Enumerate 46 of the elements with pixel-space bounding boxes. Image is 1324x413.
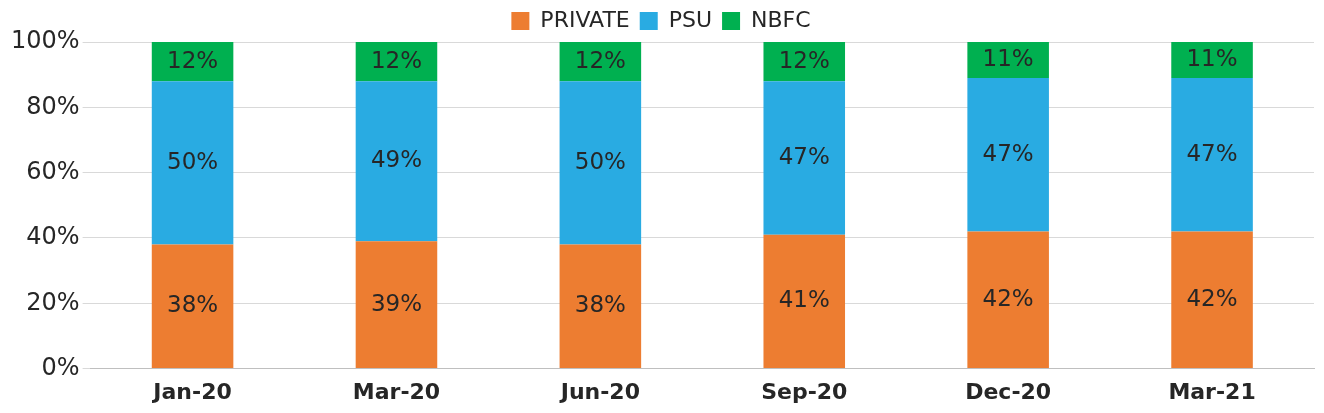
bar	[151, 244, 234, 369]
data-label: 49%	[370, 146, 423, 173]
x-tick-label: Mar-21	[1168, 378, 1256, 404]
data-label: 39%	[370, 289, 423, 316]
data-label: 11%	[1186, 44, 1238, 71]
data-label: 41%	[778, 286, 830, 313]
bar	[1171, 231, 1253, 369]
y-tick-label: 40%	[26, 222, 80, 251]
y-tick-label: 100%	[10, 26, 80, 55]
bar	[151, 81, 234, 245]
data-label: 47%	[778, 142, 830, 169]
y-tick-label: 80%	[26, 91, 80, 120]
bar	[559, 244, 642, 369]
bar	[967, 231, 1049, 369]
data-label: 42%	[1186, 284, 1238, 311]
data-label: 47%	[1186, 139, 1238, 166]
bar	[1171, 77, 1253, 232]
x-tick-label: Mar-20	[352, 378, 441, 404]
data-label: 38%	[167, 291, 219, 318]
bar	[355, 81, 438, 242]
x-tick-label: Sep-20	[761, 378, 848, 404]
bar	[763, 81, 846, 235]
y-tick-label: 20%	[26, 287, 80, 316]
bar	[967, 77, 1049, 232]
y-tick-label: 60%	[26, 156, 80, 185]
legend-label: NBFC	[751, 6, 811, 32]
y-tick-label: 0%	[41, 352, 80, 381]
data-label: 42%	[982, 284, 1034, 311]
data-label: 50%	[574, 147, 626, 174]
x-tick-label: Dec-20	[965, 378, 1052, 404]
bar	[763, 234, 846, 369]
bar	[355, 241, 438, 369]
data-label: 38%	[574, 291, 626, 318]
data-label: 12%	[167, 46, 219, 73]
data-label: 50%	[167, 147, 219, 174]
legend-label: PSU	[668, 6, 713, 32]
data-label: 12%	[574, 46, 626, 73]
data-label: 47%	[982, 139, 1034, 166]
legend-label: PRIVATE	[540, 6, 630, 32]
bar	[1171, 42, 1253, 78]
x-tick-label: Jun-20	[558, 378, 640, 404]
x-tick-label: Jan-20	[151, 378, 232, 404]
data-label: 12%	[370, 46, 423, 73]
data-label: 11%	[982, 44, 1034, 71]
data-label: 12%	[778, 46, 830, 73]
bar	[559, 81, 642, 245]
